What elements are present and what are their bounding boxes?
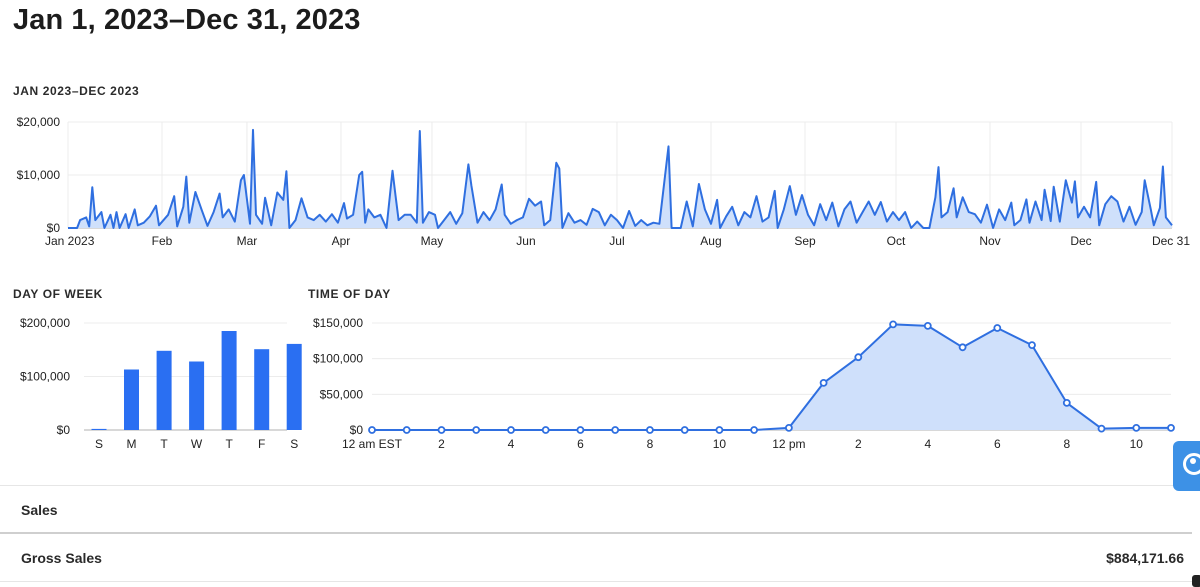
yearly-chart-label: JAN 2023–DEC 2023: [13, 84, 139, 98]
tod-data-point: [404, 427, 410, 433]
dow-x-tick-label: W: [191, 437, 203, 451]
tod-data-point: [369, 427, 375, 433]
dow-bar: [287, 344, 302, 430]
tod-y-tick-label: $100,000: [313, 352, 363, 366]
tod-area-fill: [372, 324, 1171, 430]
tod-data-point: [855, 354, 861, 360]
help-icon-center: [1190, 458, 1196, 464]
help-button[interactable]: [1173, 441, 1200, 491]
tod-data-point: [1064, 400, 1070, 406]
help-lifebuoy-icon: [1183, 453, 1200, 475]
daily-y-tick-label: $20,000: [17, 115, 61, 129]
dow-x-tick-label: F: [258, 437, 265, 451]
dow-x-tick-label: M: [127, 437, 137, 451]
daily-x-tick-label: Dec: [1070, 234, 1091, 248]
dow-bar: [254, 349, 269, 430]
tod-y-tick-label: $0: [350, 423, 364, 437]
page-title: Jan 1, 2023–Dec 31, 2023: [13, 4, 360, 37]
dow-bar: [124, 370, 139, 431]
tod-y-tick-label: $150,000: [313, 316, 363, 330]
tod-x-tick-label: 8: [647, 437, 654, 451]
dow-y-tick-label: $100,000: [20, 370, 70, 384]
tod-data-point: [439, 427, 445, 433]
tod-x-tick-label: 12 am EST: [342, 437, 403, 451]
daily-y-tick-label: $10,000: [17, 168, 61, 182]
tod-data-point: [543, 427, 549, 433]
tod-data-point: [890, 321, 896, 327]
daily-series-line: [68, 130, 1172, 228]
dow-y-tick-label: $0: [57, 423, 71, 437]
daily-area-fill: [68, 130, 1172, 228]
tod-x-tick-label: 2: [438, 437, 445, 451]
dow-x-tick-label: T: [160, 437, 168, 451]
gross-sales-label: Gross Sales: [21, 550, 102, 566]
tod-x-tick-label: 4: [508, 437, 515, 451]
tod-y-tick-label: $50,000: [320, 387, 364, 401]
daily-x-tick-label: Mar: [237, 234, 258, 248]
tod-x-tick-label: 4: [924, 437, 931, 451]
time-of-day-label: TIME OF DAY: [308, 287, 391, 301]
tod-data-point: [716, 427, 722, 433]
table-row[interactable]: Gross Sales $884,171.66: [0, 533, 1192, 579]
daily-x-tick-label: Sep: [794, 234, 816, 248]
tod-data-point: [821, 380, 827, 386]
dow-x-tick-label: T: [225, 437, 233, 451]
dow-y-tick-label: $200,000: [20, 316, 70, 330]
daily-x-tick-label: Oct: [887, 234, 906, 248]
corner-widget-icon: [1192, 575, 1200, 587]
tod-x-tick-label: 2: [855, 437, 862, 451]
daily-x-tick-label: Aug: [700, 234, 721, 248]
daily-x-tick-label: May: [421, 234, 444, 248]
tod-x-tick-label: 12 pm: [772, 437, 805, 451]
daily-x-tick-label: Jun: [516, 234, 535, 248]
daily-x-tick-label: Dec 31: [1152, 234, 1190, 248]
tod-data-point: [751, 427, 757, 433]
tod-data-point: [647, 427, 653, 433]
tod-x-tick-label: 8: [1063, 437, 1070, 451]
tod-x-tick-label: 10: [1130, 437, 1144, 451]
tod-data-point: [473, 427, 479, 433]
tod-data-point: [960, 344, 966, 350]
tod-x-tick-label: 6: [994, 437, 1001, 451]
tod-data-point: [1099, 426, 1105, 432]
daily-x-tick-label: Jan 2023: [45, 234, 95, 248]
tod-data-point: [1168, 425, 1174, 431]
daily-x-tick-label: Feb: [152, 234, 173, 248]
tod-series-line: [372, 324, 1171, 430]
day-of-week-label: DAY OF WEEK: [13, 287, 103, 301]
dow-bar: [92, 429, 107, 430]
tod-data-point: [612, 427, 618, 433]
tod-data-point: [994, 325, 1000, 331]
daily-x-tick-label: Apr: [332, 234, 351, 248]
dow-bar: [189, 362, 204, 431]
tod-data-point: [925, 323, 931, 329]
sales-section-title: Sales: [21, 502, 58, 518]
table-bottom-divider: [0, 581, 1192, 582]
tod-x-tick-label: 10: [713, 437, 727, 451]
gross-sales-value: $884,171.66: [1094, 550, 1184, 566]
daily-x-tick-label: Jul: [609, 234, 624, 248]
tod-data-point: [1029, 342, 1035, 348]
daily-x-tick-label: Nov: [979, 234, 1000, 248]
dow-bar: [222, 331, 237, 430]
daily-y-tick-label: $0: [47, 221, 61, 235]
tod-data-point: [577, 427, 583, 433]
dow-x-tick-label: S: [290, 437, 298, 451]
dow-bar: [157, 351, 172, 430]
tod-data-point: [1133, 425, 1139, 431]
tod-data-point: [682, 427, 688, 433]
tod-data-point: [786, 425, 792, 431]
tod-data-point: [508, 427, 514, 433]
dow-x-tick-label: S: [95, 437, 103, 451]
table-top-divider: [0, 485, 1192, 486]
tod-x-tick-label: 6: [577, 437, 584, 451]
